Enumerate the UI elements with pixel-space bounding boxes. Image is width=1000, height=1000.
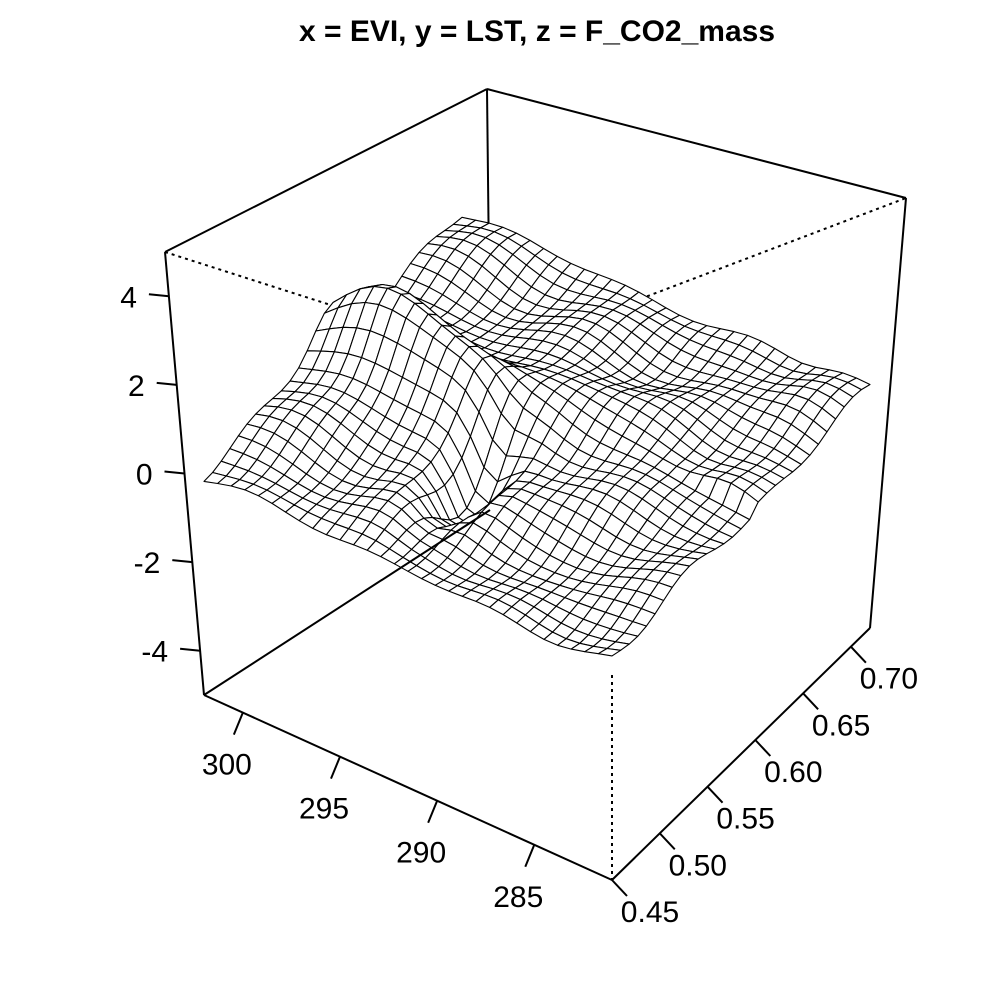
z-tick (156, 381, 177, 386)
surface-facet (597, 647, 622, 657)
evi-tick (754, 739, 772, 757)
chart-title: x = EVI, y = LST, z = F_CO2_mass (299, 15, 775, 48)
z-axis: 4 2 0 -2 -4 (120, 281, 201, 669)
box-edge-bottom-front-left (203, 694, 613, 881)
box-edge-bottom-front-right (611, 627, 871, 881)
evi-tick-label: 0.60 (764, 756, 822, 789)
evi-tick-label: 0.70 (860, 663, 918, 696)
hidden-edge-top-left (164, 251, 491, 357)
lst-tick (524, 844, 536, 868)
box-edge-top-back-left (164, 88, 488, 253)
z-tick-label: -2 (134, 547, 161, 580)
lst-tick-label: 295 (299, 793, 349, 826)
surface-mesh (203, 216, 871, 657)
lst-tick-label: 290 (396, 837, 446, 870)
evi-tick (850, 645, 867, 664)
evi-tick (706, 785, 724, 804)
evi-tick-label: 0.65 (812, 709, 870, 742)
lst-tick (330, 756, 341, 780)
box-edge-top-back-right (486, 88, 907, 199)
hidden-box-edges (164, 197, 907, 880)
x-axis-evi: 0.45 0.50 0.55 0.60 0.65 0.70 (611, 645, 918, 929)
evi-tick-label: 0.50 (669, 849, 727, 882)
z-tick-label: 4 (120, 281, 137, 314)
evi-tick (611, 879, 628, 897)
lst-tick (232, 712, 244, 735)
evi-tick-label: 0.45 (621, 896, 679, 929)
evi-tick (802, 692, 819, 711)
z-tick-label: 0 (136, 459, 153, 492)
z-tick-label: 2 (128, 370, 145, 403)
evi-tick (659, 832, 676, 851)
box-edge-right-vertical (869, 197, 907, 629)
lst-tick (427, 800, 439, 824)
y-axis-lst: 300 295 290 285 (202, 712, 543, 914)
box-edge-bottom-back-left (203, 509, 491, 696)
z-tick (164, 470, 185, 475)
z-tick (180, 647, 201, 652)
z-tick-label: -4 (141, 636, 168, 669)
evi-tick-label: 0.55 (716, 803, 774, 836)
lst-tick-label: 285 (493, 881, 543, 914)
lst-tick-label: 300 (202, 749, 252, 782)
z-tick (148, 293, 169, 298)
z-tick (172, 559, 193, 564)
